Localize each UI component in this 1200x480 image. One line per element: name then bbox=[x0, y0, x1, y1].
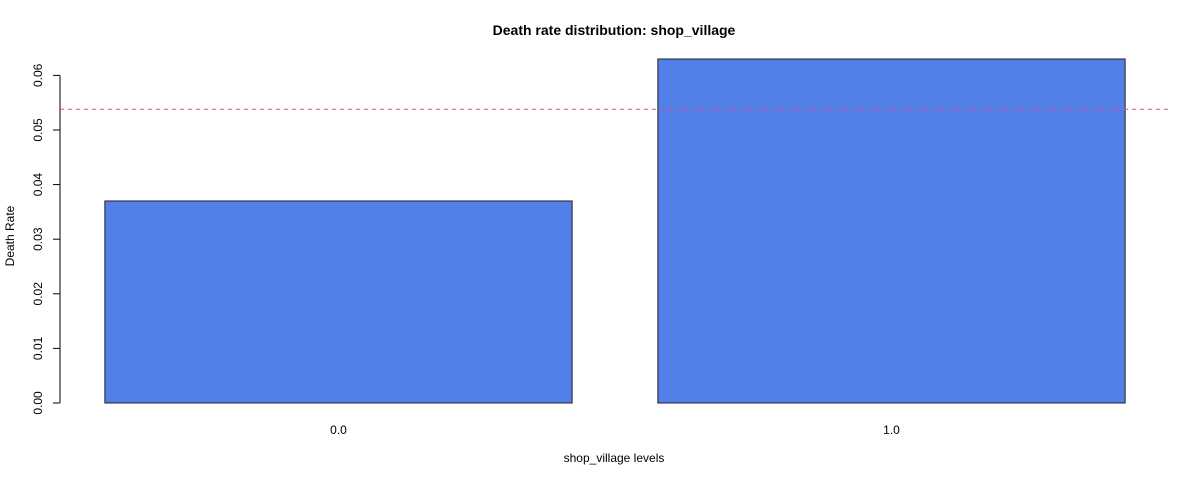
bars bbox=[104, 58, 1126, 404]
bar bbox=[104, 200, 573, 404]
y-tick-label: 0.02 bbox=[31, 282, 45, 306]
y-tick-label: 0.06 bbox=[31, 63, 45, 87]
x-tick-label: 0.0 bbox=[330, 423, 347, 437]
y-tick-label: 0.05 bbox=[31, 118, 45, 142]
y-axis: 0.00 0.01 0.02 0.03 0.04 0.05 0.06 bbox=[31, 63, 61, 415]
y-tick-label: 0.00 bbox=[31, 391, 45, 415]
x-axis-title: shop_village levels bbox=[564, 451, 665, 465]
y-tick-label: 0.03 bbox=[31, 227, 45, 251]
x-axis-ticks: 0.0 1.0 bbox=[330, 423, 900, 437]
y-tick-label: 0.01 bbox=[31, 336, 45, 360]
x-tick-label: 1.0 bbox=[883, 423, 900, 437]
y-tick-label: 0.04 bbox=[31, 173, 45, 197]
chart-title: Death rate distribution: shop_village bbox=[493, 22, 736, 38]
bar bbox=[657, 58, 1126, 404]
y-axis-title: Death Rate bbox=[3, 205, 17, 266]
